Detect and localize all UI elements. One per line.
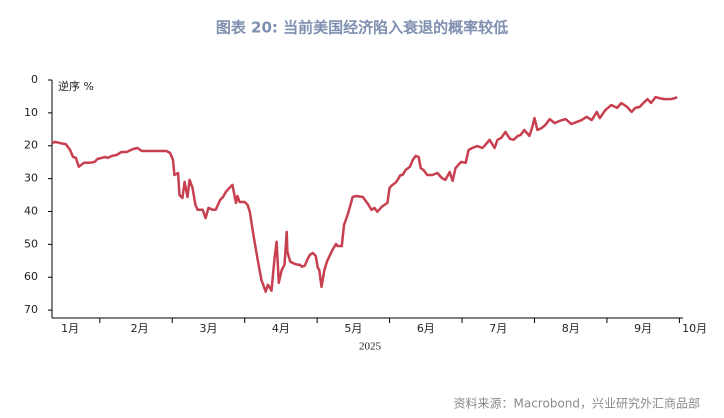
x-tick-label: 5月 [344,322,362,335]
x-tick-label: 10月 [682,322,707,335]
source: 资料来源：Macrobond，兴业研究外汇商品部 [454,396,701,411]
y-axis-label: 逆序 % [58,79,94,93]
line-series [51,95,678,293]
x-tick-label: 2月 [131,322,149,335]
x-tick-label: 7月 [489,322,507,335]
y-tick-label: 0 [31,73,38,86]
y-tick-label: 50 [24,237,38,250]
x-tick-label: 6月 [417,322,435,335]
y-tick-label: 10 [24,106,38,119]
x-tick-label: 3月 [199,322,217,335]
y-tick-label: 30 [24,172,38,185]
x-tick-label: 8月 [562,322,580,335]
x-tick-label: 9月 [634,322,652,335]
x-tick-label: 4月 [272,322,290,335]
chart-title: 图表 20: 当前美国经济陷入衰退的概率较低 [216,19,508,37]
x-tick-label: 1月 [61,322,79,335]
y-tick-label: 60 [24,270,38,283]
y-tick-label: 20 [24,139,38,152]
y-tick-label: 40 [24,204,38,217]
y-tick-label: 70 [24,303,38,316]
x-axis-label: 2025 [359,341,382,353]
